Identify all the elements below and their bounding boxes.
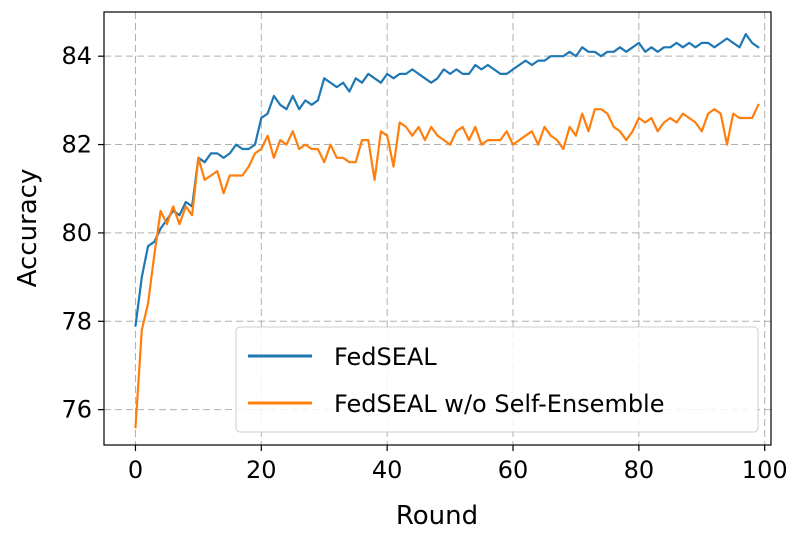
x-axis: 0 20 40 60 80 100 <box>128 445 788 484</box>
y-tick-label: 80 <box>61 219 92 247</box>
y-tick-label: 84 <box>61 42 92 70</box>
y-axis: 76 78 80 82 84 <box>61 42 104 424</box>
x-tick-label: 80 <box>624 456 655 484</box>
x-tick-label: 100 <box>742 456 788 484</box>
x-tick-label: 40 <box>372 456 403 484</box>
legend-label-fedseal-wo-self-ensemble: FedSEAL w/o Self-Ensemble <box>334 390 665 418</box>
x-tick-label: 60 <box>498 456 529 484</box>
series-line-fedseal-wo-self-ensemble <box>134 103 760 429</box>
y-tick-label: 82 <box>61 131 92 159</box>
y-axis-title: Accuracy <box>13 169 43 288</box>
legend-box <box>235 326 759 433</box>
legend: FedSEAL FedSEAL w/o Self-Ensemble <box>235 326 759 433</box>
legend-label-fedseal: FedSEAL <box>334 343 437 371</box>
y-tick-label: 76 <box>61 396 92 424</box>
plot-frame <box>103 11 772 446</box>
grid <box>104 12 771 445</box>
y-tick-label: 78 <box>61 307 92 335</box>
x-tick-label: 0 <box>128 456 143 484</box>
series-layer <box>134 32 760 429</box>
x-axis-title: Round <box>396 501 478 531</box>
x-tick-label: 20 <box>246 456 277 484</box>
series-line-fedseal <box>134 32 760 327</box>
